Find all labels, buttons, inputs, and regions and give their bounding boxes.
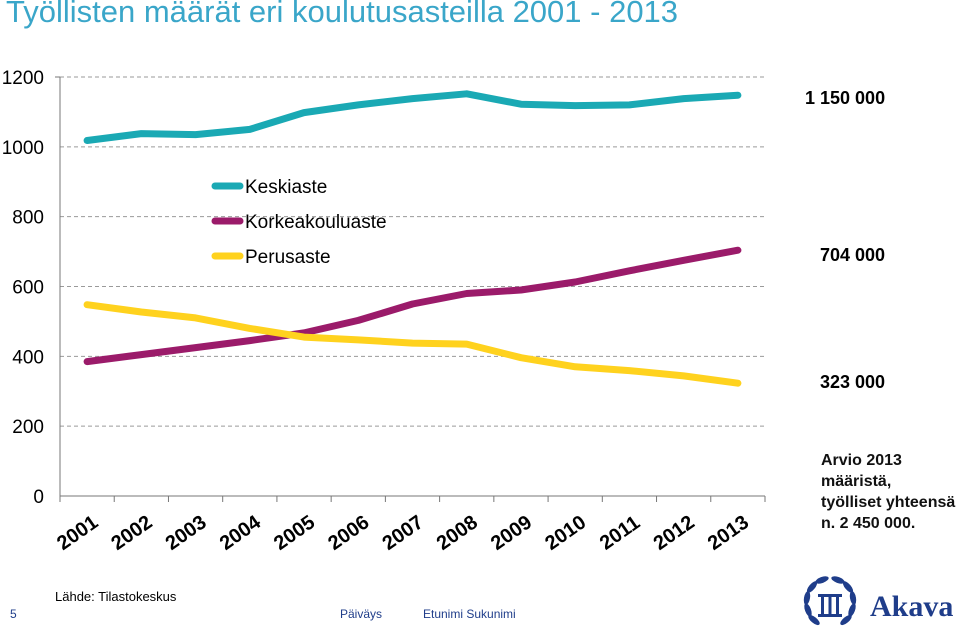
- data-point: [737, 94, 739, 96]
- data-point: [357, 319, 359, 321]
- data-point: [303, 112, 305, 114]
- logo-text: Akava: [870, 590, 953, 623]
- data-point: [86, 361, 88, 363]
- x-tick-label: 2010: [541, 511, 590, 555]
- data-point: [412, 303, 413, 305]
- data-point: [520, 289, 522, 291]
- estimate-note: Arvio 2013 määristä, työlliset yhteensä …: [821, 452, 956, 532]
- data-point: [737, 249, 739, 251]
- data-point: [628, 270, 630, 272]
- akava-logo: Akava: [803, 576, 953, 626]
- x-tick-labels: 2001 2002 2003 2004 2005 2006 2007 2008 2009 2010…: [53, 511, 753, 555]
- data-point: [412, 342, 413, 344]
- data-point: [737, 382, 739, 384]
- data-point: [574, 366, 576, 368]
- x-tick-label: 2001: [53, 511, 102, 555]
- x-tick-label: 2011: [596, 512, 644, 555]
- y-tick-label: 1200: [2, 68, 44, 89]
- x-tick-label: 2003: [162, 511, 211, 555]
- data-point: [683, 259, 685, 261]
- data-point: [520, 357, 522, 359]
- data-point: [303, 332, 305, 334]
- chart-gridlines: [60, 76, 765, 427]
- series-line-keskiaste: [83, 90, 742, 144]
- x-tick-label: 2005: [270, 511, 319, 555]
- chart-legend: Keskiaste Korkeakouluaste Perusaste: [211, 177, 387, 268]
- data-point: [466, 292, 468, 294]
- data-point: [628, 104, 630, 106]
- x-tick-label: 2007: [379, 511, 428, 555]
- y-tick-labels: 0 200 400 600 800 1000 1200: [2, 68, 44, 508]
- y-tick-label: 200: [12, 417, 44, 438]
- data-point: [195, 317, 197, 319]
- data-point: [357, 104, 359, 106]
- data-point: [140, 133, 142, 135]
- legend-label: Korkeakouluaste: [245, 212, 387, 233]
- x-tick-label: 2009: [487, 511, 536, 555]
- data-point: [195, 134, 197, 136]
- x-tick-label: 2008: [433, 511, 482, 555]
- korkeakouluaste-2013-value: 704 000: [820, 245, 886, 265]
- data-point: [303, 336, 305, 338]
- x-tick-label: 2002: [107, 511, 156, 555]
- x-tick-label: 2006: [324, 511, 373, 555]
- legend-label: Keskiaste: [245, 177, 327, 198]
- y-tick-label: 1000: [2, 138, 44, 159]
- series-line-perusaste: [83, 301, 742, 387]
- data-point: [574, 105, 576, 107]
- source-label: Lähde: Tilastokeskus: [55, 589, 177, 604]
- page-number: 5: [10, 607, 17, 621]
- x-tick-label: 2012: [650, 511, 699, 555]
- perusaste-2013-value: 323 000: [820, 372, 886, 392]
- x-tick-label: 2013: [704, 511, 753, 555]
- legend-label: Perusaste: [245, 247, 331, 268]
- data-point: [140, 354, 142, 356]
- y-tick-label: 800: [12, 208, 44, 229]
- data-point: [520, 103, 522, 105]
- data-point: [86, 304, 88, 306]
- data-point: [574, 281, 576, 283]
- data-point: [249, 128, 251, 130]
- data-point: [195, 347, 197, 349]
- y-tick-label: 0: [33, 487, 44, 508]
- x-tick-label: 2004: [216, 511, 266, 555]
- data-point: [357, 339, 359, 341]
- y-tick-label: 400: [12, 347, 44, 368]
- page-title: Työllisten määrät eri koulutusasteilla 2…: [6, 0, 679, 29]
- data-point: [466, 343, 468, 345]
- data-point: [466, 93, 468, 95]
- series-lines: [83, 90, 742, 387]
- laurel-wreath-icon: [803, 576, 857, 626]
- data-point: [683, 375, 685, 377]
- data-point: [249, 340, 251, 342]
- data-point: [86, 140, 88, 142]
- data-point: [249, 327, 251, 329]
- footer-date: Päiväys: [340, 607, 383, 621]
- footer-author: Etunimi Sukunimi: [423, 607, 516, 621]
- data-point: [628, 370, 630, 372]
- y-tick-label: 600: [12, 278, 44, 299]
- chart-axes: [55, 76, 766, 502]
- data-point: [140, 311, 142, 313]
- data-point: [412, 98, 413, 100]
- keskiaste-2013-value: 1 150 000: [805, 88, 886, 108]
- data-point: [683, 98, 685, 100]
